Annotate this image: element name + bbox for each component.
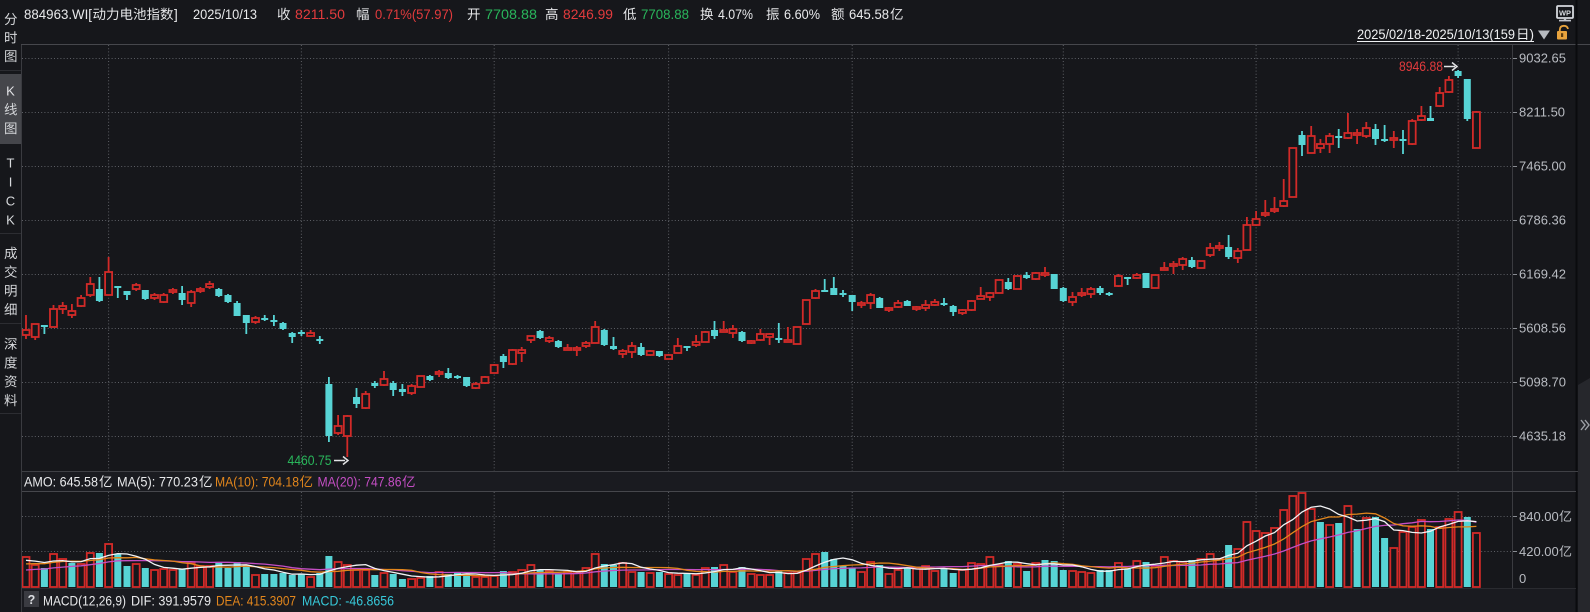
- svg-text:420.00: 420.00: [1519, 544, 1559, 559]
- svg-text:9032.65: 9032.65: [1519, 51, 1566, 66]
- svg-text:MA(20): 747.86: MA(20): 747.86: [318, 475, 402, 490]
- svg-text:C: C: [6, 193, 15, 208]
- svg-text:K: K: [6, 84, 15, 99]
- svg-text:7708.88: 7708.88: [641, 7, 689, 22]
- svg-text:AMO: 645.58: AMO: 645.58: [24, 475, 98, 490]
- svg-text:5608.56: 5608.56: [1519, 321, 1566, 336]
- svg-text:7708.88: 7708.88: [485, 7, 537, 22]
- svg-text:MACD: -46.8656: MACD: -46.8656: [302, 593, 394, 609]
- svg-text:8946.88: 8946.88: [1399, 59, 1443, 74]
- svg-text:645.58: 645.58: [849, 7, 889, 22]
- svg-text:8211.50: 8211.50: [295, 7, 345, 22]
- svg-text:T: T: [7, 155, 15, 170]
- svg-text:2025/10/13: 2025/10/13: [193, 7, 257, 22]
- svg-text:8246.99: 8246.99: [563, 7, 613, 22]
- svg-text:0: 0: [1519, 571, 1526, 586]
- svg-text:WP: WP: [1559, 9, 1571, 18]
- svg-text:]: ]: [174, 7, 178, 22]
- svg-text:4460.75: 4460.75: [288, 453, 332, 468]
- svg-text:I: I: [9, 174, 13, 189]
- svg-text:DEA: 415.3907: DEA: 415.3907: [216, 593, 296, 609]
- svg-text:884963.WI[: 884963.WI[: [24, 7, 92, 22]
- svg-text:): ): [1530, 27, 1535, 42]
- svg-text:2025/02/18-2025/10/13(159: 2025/02/18-2025/10/13(159: [1357, 27, 1515, 42]
- svg-text:4635.18: 4635.18: [1519, 429, 1566, 444]
- svg-text:6786.36: 6786.36: [1519, 213, 1566, 228]
- svg-text:MACD(12,26,9): MACD(12,26,9): [43, 593, 126, 609]
- svg-text:K: K: [6, 212, 15, 227]
- svg-text:4.07%: 4.07%: [718, 7, 753, 22]
- svg-text:6169.42: 6169.42: [1519, 267, 1566, 282]
- svg-text:DIF: 391.9579: DIF: 391.9579: [131, 593, 211, 609]
- svg-text:8211.50: 8211.50: [1519, 105, 1565, 120]
- svg-text:7465.00: 7465.00: [1519, 159, 1566, 174]
- svg-text:0.71%(57.97): 0.71%(57.97): [375, 7, 453, 22]
- svg-text:?: ?: [28, 593, 36, 607]
- svg-text:5098.70: 5098.70: [1519, 375, 1566, 390]
- svg-text:6.60%: 6.60%: [784, 7, 820, 22]
- svg-text:MA(10): 704.18: MA(10): 704.18: [215, 475, 299, 490]
- svg-text:MA(5): 770.23: MA(5): 770.23: [117, 475, 198, 490]
- svg-text:840.00: 840.00: [1519, 509, 1559, 524]
